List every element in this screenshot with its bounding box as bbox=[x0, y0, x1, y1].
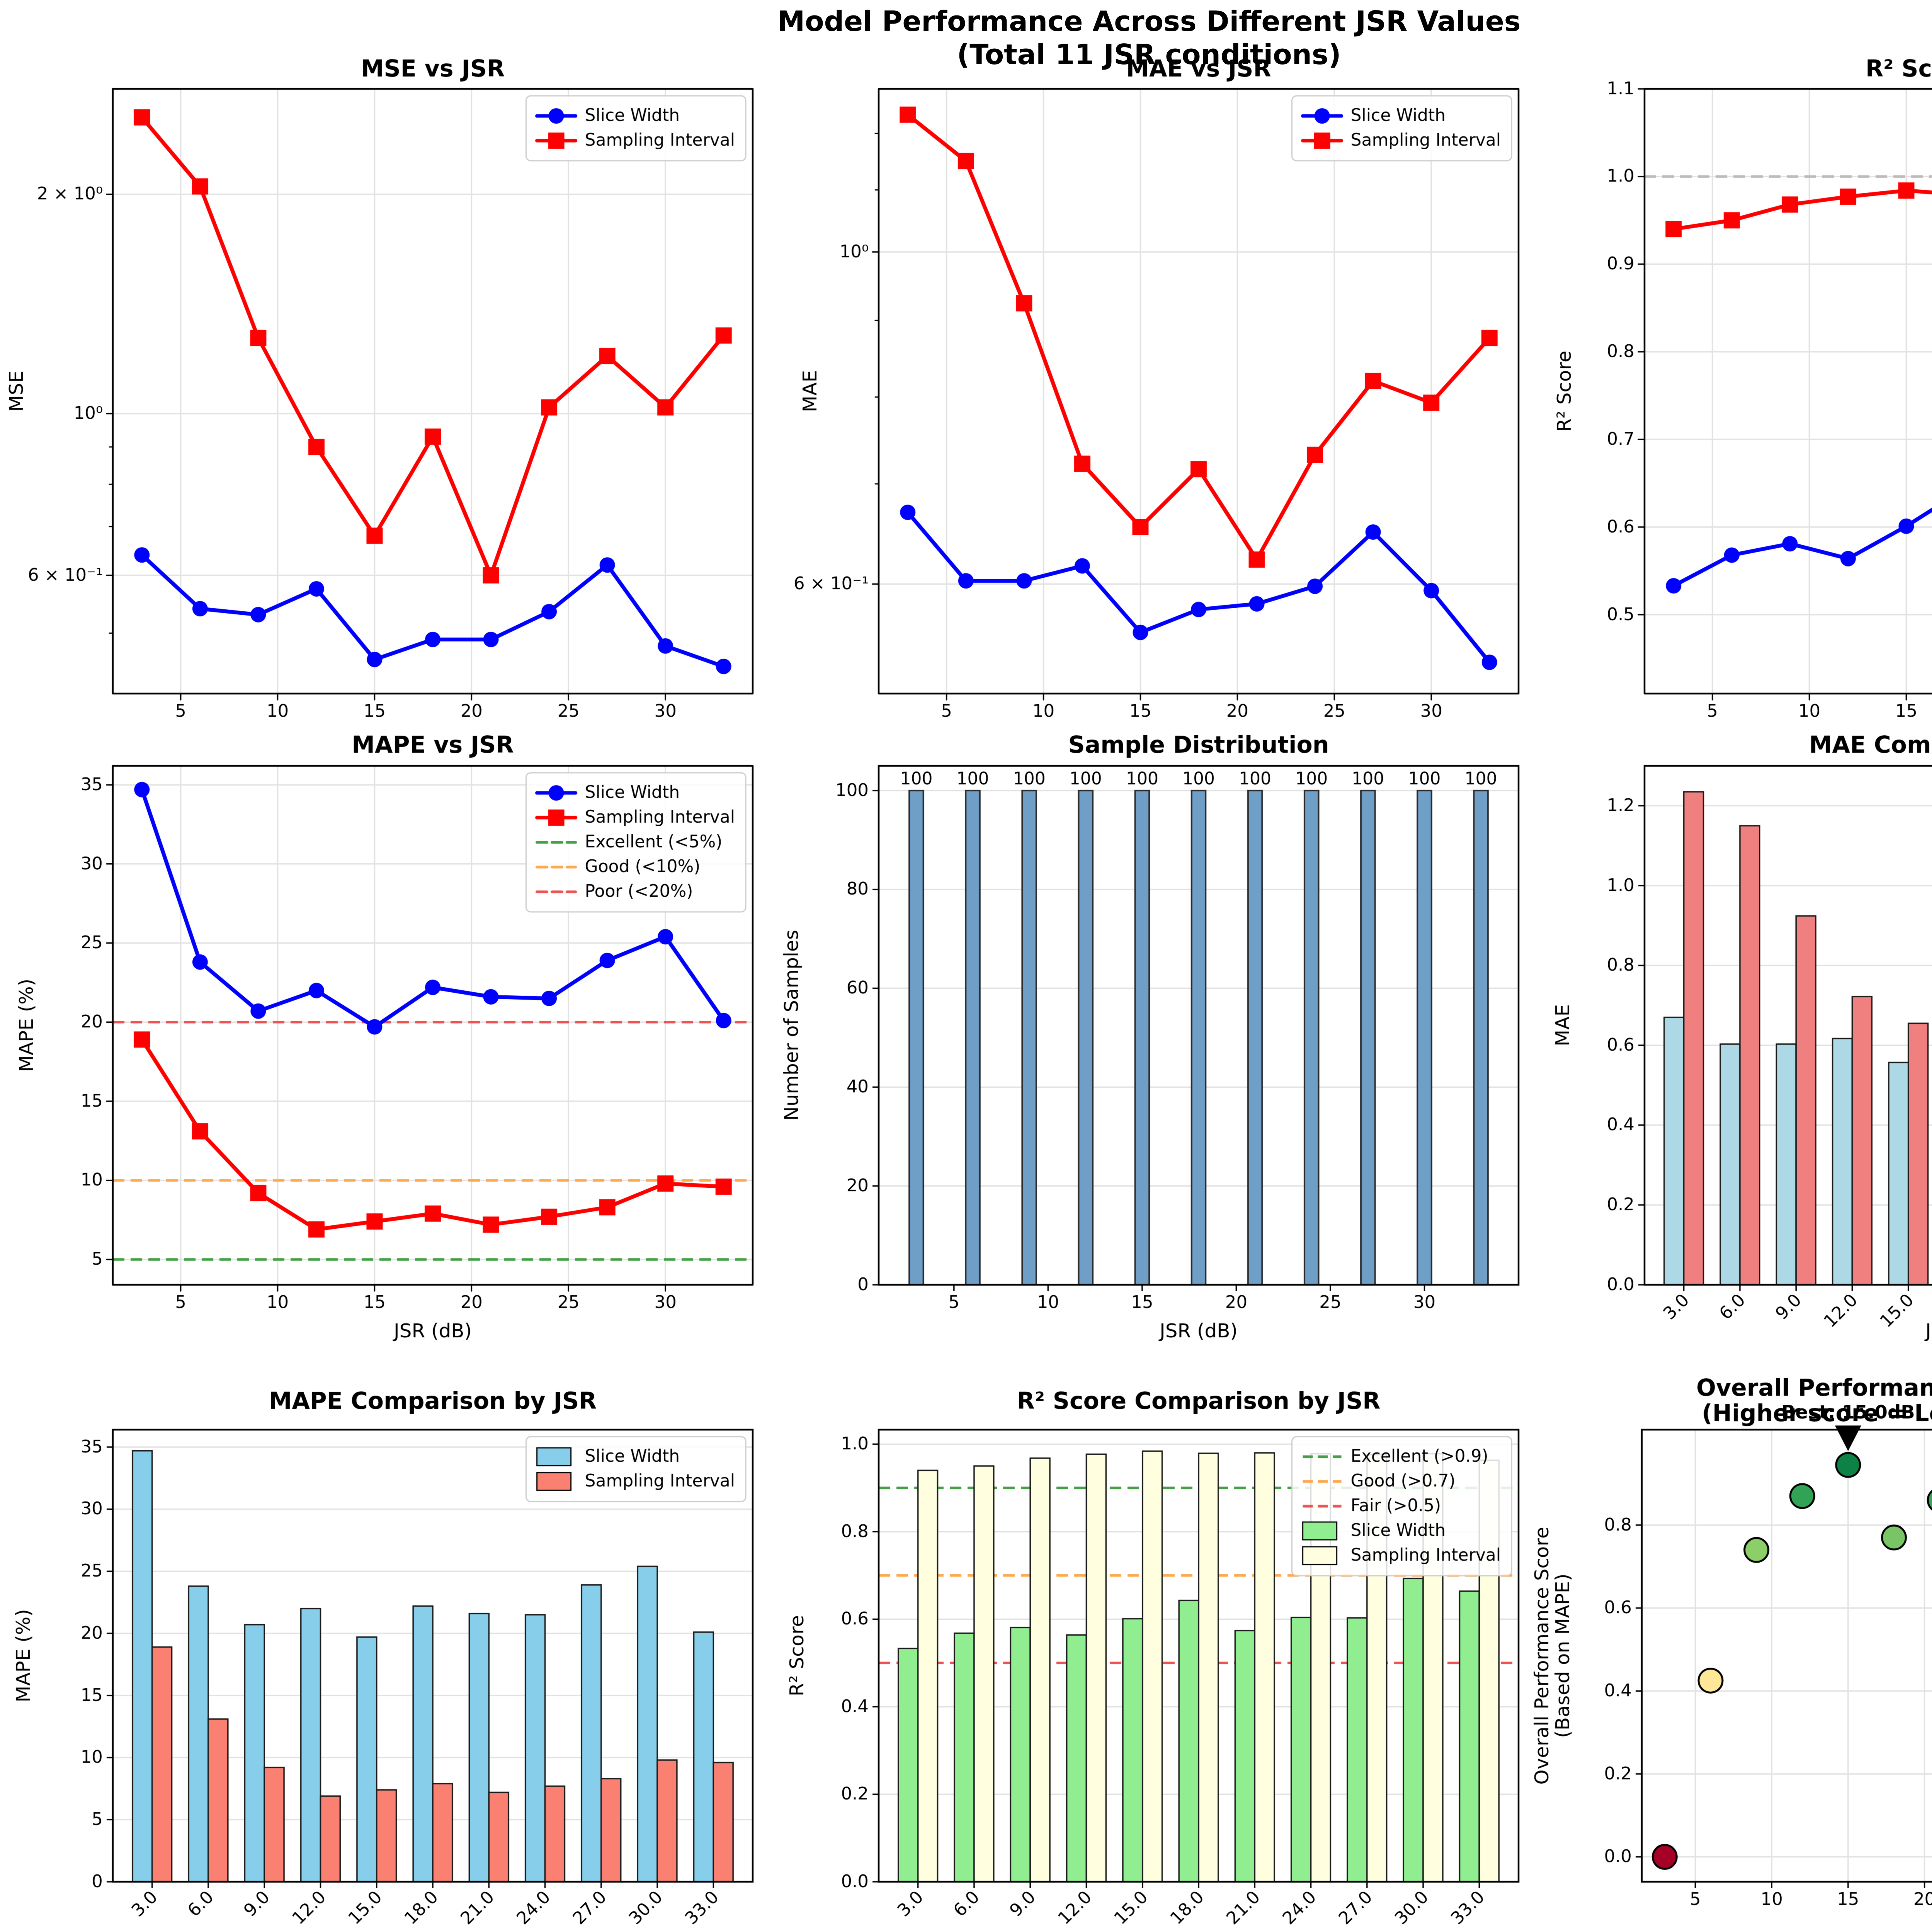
subplot-r2-score-vs-jsr bbox=[1532, 54, 1932, 750]
subplot-mape-vs-jsr bbox=[0, 726, 766, 1376]
subplot-mae-vs-jsr bbox=[766, 54, 1532, 750]
subplot-sample-distribution bbox=[766, 726, 1532, 1376]
subplot-mape-comparison-by-jsr bbox=[0, 1376, 766, 1932]
figure-title-line1: Model Performance Across Different JSR V… bbox=[777, 5, 1521, 37]
subplot-mse-vs-jsr bbox=[0, 54, 766, 750]
figure-title: Model Performance Across Different JSR V… bbox=[0, 5, 1932, 71]
subplot-r2-score-comparison-by-jsr bbox=[766, 1376, 1532, 1932]
subplot-overall-performance-heatmap bbox=[1532, 1376, 1932, 1932]
subplot-mae-comparison-by-jsr bbox=[1532, 726, 1932, 1376]
figure-title-line2: (Total 11 JSR conditions) bbox=[957, 38, 1341, 71]
